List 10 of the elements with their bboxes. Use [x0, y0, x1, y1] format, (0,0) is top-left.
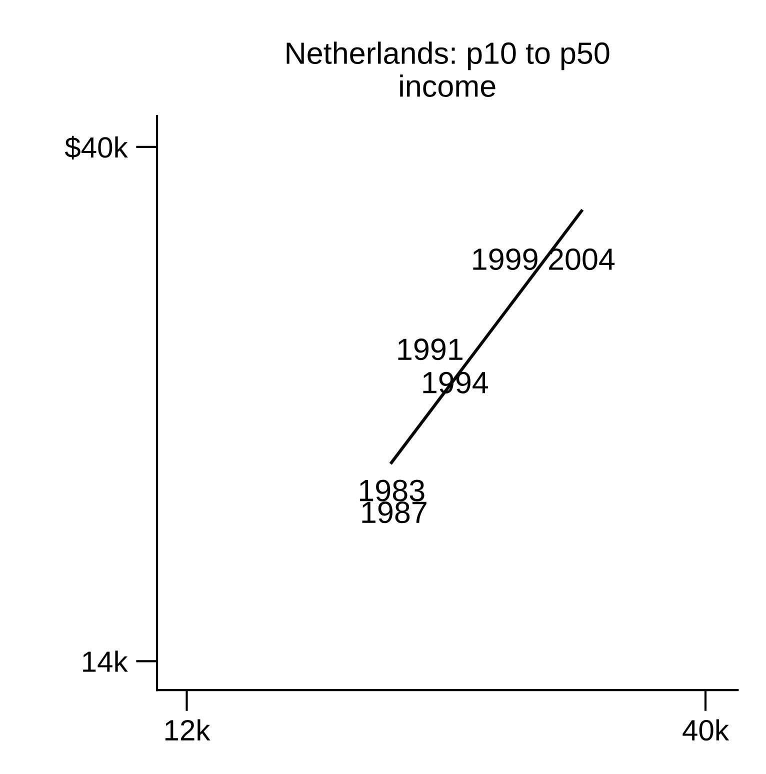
annotation: 1987: [362, 502, 426, 524]
chart-title: Netherlands: p10 to p50 income: [286, 42, 610, 97]
y-tick-label: $40k: [64, 136, 128, 160]
x-tick-label: 40k: [682, 719, 730, 741]
x-tick-label: 12k: [165, 719, 210, 740]
y-tick-label: 14k: [83, 650, 128, 672]
annotation: 2004: [549, 248, 615, 270]
annotation: 1999: [473, 248, 538, 270]
annotation: 1991: [398, 338, 462, 360]
annotation: 1983: [360, 480, 424, 502]
